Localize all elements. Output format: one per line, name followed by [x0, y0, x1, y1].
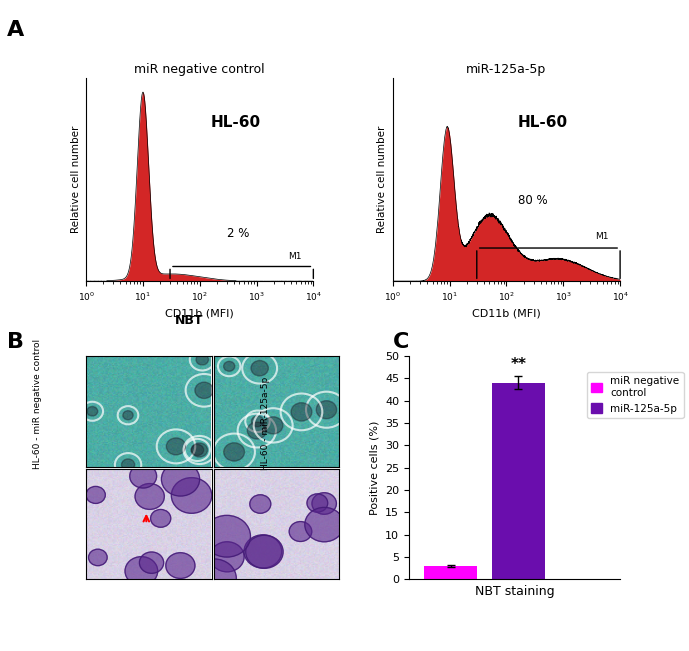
Circle shape — [196, 354, 209, 365]
Bar — [492, 383, 545, 579]
Circle shape — [139, 552, 164, 574]
Text: 80 %: 80 % — [518, 194, 548, 207]
Text: M1: M1 — [595, 232, 609, 241]
Circle shape — [246, 535, 283, 568]
X-axis label: NBT staining: NBT staining — [475, 585, 555, 598]
Circle shape — [251, 361, 268, 376]
Circle shape — [289, 521, 312, 542]
Circle shape — [263, 417, 283, 434]
Circle shape — [305, 507, 344, 542]
Circle shape — [191, 445, 204, 456]
Text: HL-60: HL-60 — [518, 115, 568, 130]
Circle shape — [161, 462, 200, 496]
Text: NBT: NBT — [175, 314, 204, 327]
Circle shape — [250, 495, 271, 513]
Circle shape — [88, 549, 107, 566]
Text: C: C — [393, 332, 409, 352]
Circle shape — [247, 422, 267, 439]
Text: HL-60 - miR-125a-5p: HL-60 - miR-125a-5p — [260, 376, 270, 470]
Circle shape — [316, 400, 337, 419]
Y-axis label: Relative cell number: Relative cell number — [70, 126, 81, 233]
Circle shape — [172, 478, 212, 514]
Legend: miR negative
control, miR-125a-5p: miR negative control, miR-125a-5p — [587, 372, 683, 418]
Circle shape — [123, 411, 133, 420]
Circle shape — [307, 494, 328, 512]
Circle shape — [135, 484, 165, 509]
Circle shape — [203, 516, 251, 557]
Circle shape — [87, 406, 98, 416]
Text: 2 %: 2 % — [227, 227, 249, 240]
Circle shape — [244, 535, 282, 568]
Circle shape — [291, 403, 312, 421]
Circle shape — [224, 443, 245, 461]
X-axis label: CD11b (MFI): CD11b (MFI) — [472, 309, 541, 319]
Circle shape — [223, 361, 235, 371]
Circle shape — [251, 416, 264, 426]
Circle shape — [192, 559, 236, 598]
Text: HL-60: HL-60 — [211, 115, 261, 130]
Text: M1: M1 — [289, 252, 302, 261]
Circle shape — [125, 557, 158, 585]
Y-axis label: Positive cells (%): Positive cells (%) — [369, 421, 380, 515]
Text: **: ** — [511, 357, 526, 372]
Text: HL-60 - miR negative control: HL-60 - miR negative control — [33, 339, 43, 469]
Bar — [424, 566, 477, 579]
Circle shape — [166, 553, 195, 579]
Text: A: A — [7, 20, 24, 40]
Circle shape — [195, 382, 214, 398]
Circle shape — [166, 438, 185, 455]
Circle shape — [210, 542, 244, 572]
Circle shape — [130, 464, 156, 488]
Circle shape — [121, 459, 134, 471]
Circle shape — [192, 443, 207, 457]
Y-axis label: Relative cell number: Relative cell number — [378, 126, 387, 233]
Circle shape — [312, 493, 336, 514]
Title: miR-125a-5p: miR-125a-5p — [466, 62, 546, 76]
X-axis label: CD11b (MFI): CD11b (MFI) — [165, 309, 234, 319]
Title: miR negative control: miR negative control — [134, 62, 265, 76]
Circle shape — [86, 486, 105, 503]
Text: B: B — [7, 332, 24, 352]
Circle shape — [151, 510, 171, 527]
